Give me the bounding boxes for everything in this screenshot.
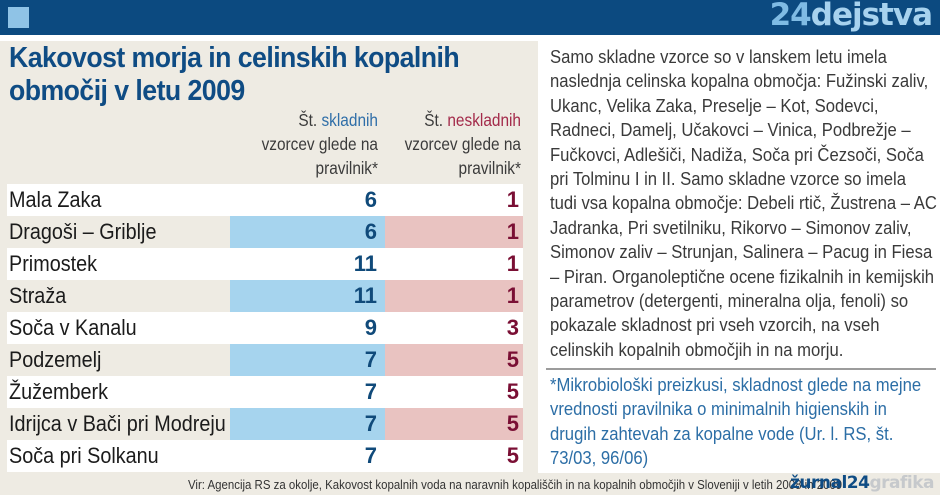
separator [546,368,936,370]
table-row: Soča pri Solkanu 7 5 [7,440,523,472]
body-text: Samo skladne vzorce so v lanskem letu im… [550,46,937,360]
table-row: Mala Zaka 6 1 [7,184,523,216]
skladni-value: 9 [364,315,377,340]
source-text: Vir: Agencija RS za okolje, Kakovost kop… [188,477,843,492]
skladni-value: 7 [364,379,377,404]
neskladni-value: 5 [506,443,519,468]
table-row: Soča v Kanalu 9 3 [7,312,523,344]
neskladni-value: 5 [385,408,523,440]
neskladni-value: 5 [385,344,523,376]
row-name: Straža [9,283,67,308]
neskladni-value: 3 [506,315,519,340]
footer-logo: žurnal24grafika [790,473,934,493]
row-name: Mala Zaka [9,187,102,212]
table-row: Dragoši – Griblje 6 1 [7,216,523,248]
info-panel: Samo skladne vzorce so v lanskem letu im… [538,41,940,473]
neskladni-value: 1 [385,216,523,248]
row-name: Dragoši – Griblje [9,219,157,244]
table-row: Idrijca v Bači pri Modreju 7 5 [7,408,523,440]
footnote: *Mikrobiološki preizkusi, skladnost gled… [550,374,922,469]
table-row: Podzemelj 7 5 [7,344,523,376]
row-name: Žužemberk [9,379,109,404]
square-icon [8,7,29,28]
data-table: Mala Zaka 6 1 Dragoši – Griblje 6 1 Primoste… [7,184,523,472]
skladni-value: 11 [353,251,377,276]
row-name: Soča v Kanalu [9,315,137,340]
neskladni-value: 1 [385,280,523,312]
skladni-value: 6 [364,187,377,212]
column-header-skladni: Št. skladnih vzorcev glede na pravilnik* [261,110,378,178]
skladni-value: 11 [230,280,385,312]
neskladni-value: 5 [506,379,519,404]
column-header-neskladni: Št. neskladnih vzorcev glede na pravilni… [404,110,521,178]
skladni-value: 7 [230,408,385,440]
header-bar: 24dejstva [0,0,940,35]
row-name: Podzemelj [9,347,102,372]
row-name: Primostek [9,251,98,276]
table-row: Straža 11 1 [7,280,523,312]
table-row: Primostek 11 1 [7,248,523,280]
neskladni-value: 1 [506,187,519,212]
brand-logo: 24dejstva [769,0,933,33]
table-row: Žužemberk 7 5 [7,376,523,408]
skladni-value: 7 [230,344,385,376]
divider [0,35,940,41]
neskladni-value: 1 [506,251,519,276]
skladni-value: 6 [230,216,385,248]
row-name: Soča pri Solkanu [9,443,159,468]
page-title: Kakovost morja in celinskih kopalnih obm… [9,42,460,107]
row-name: Idrijca v Bači pri Modreju [9,411,226,436]
skladni-value: 7 [364,443,377,468]
